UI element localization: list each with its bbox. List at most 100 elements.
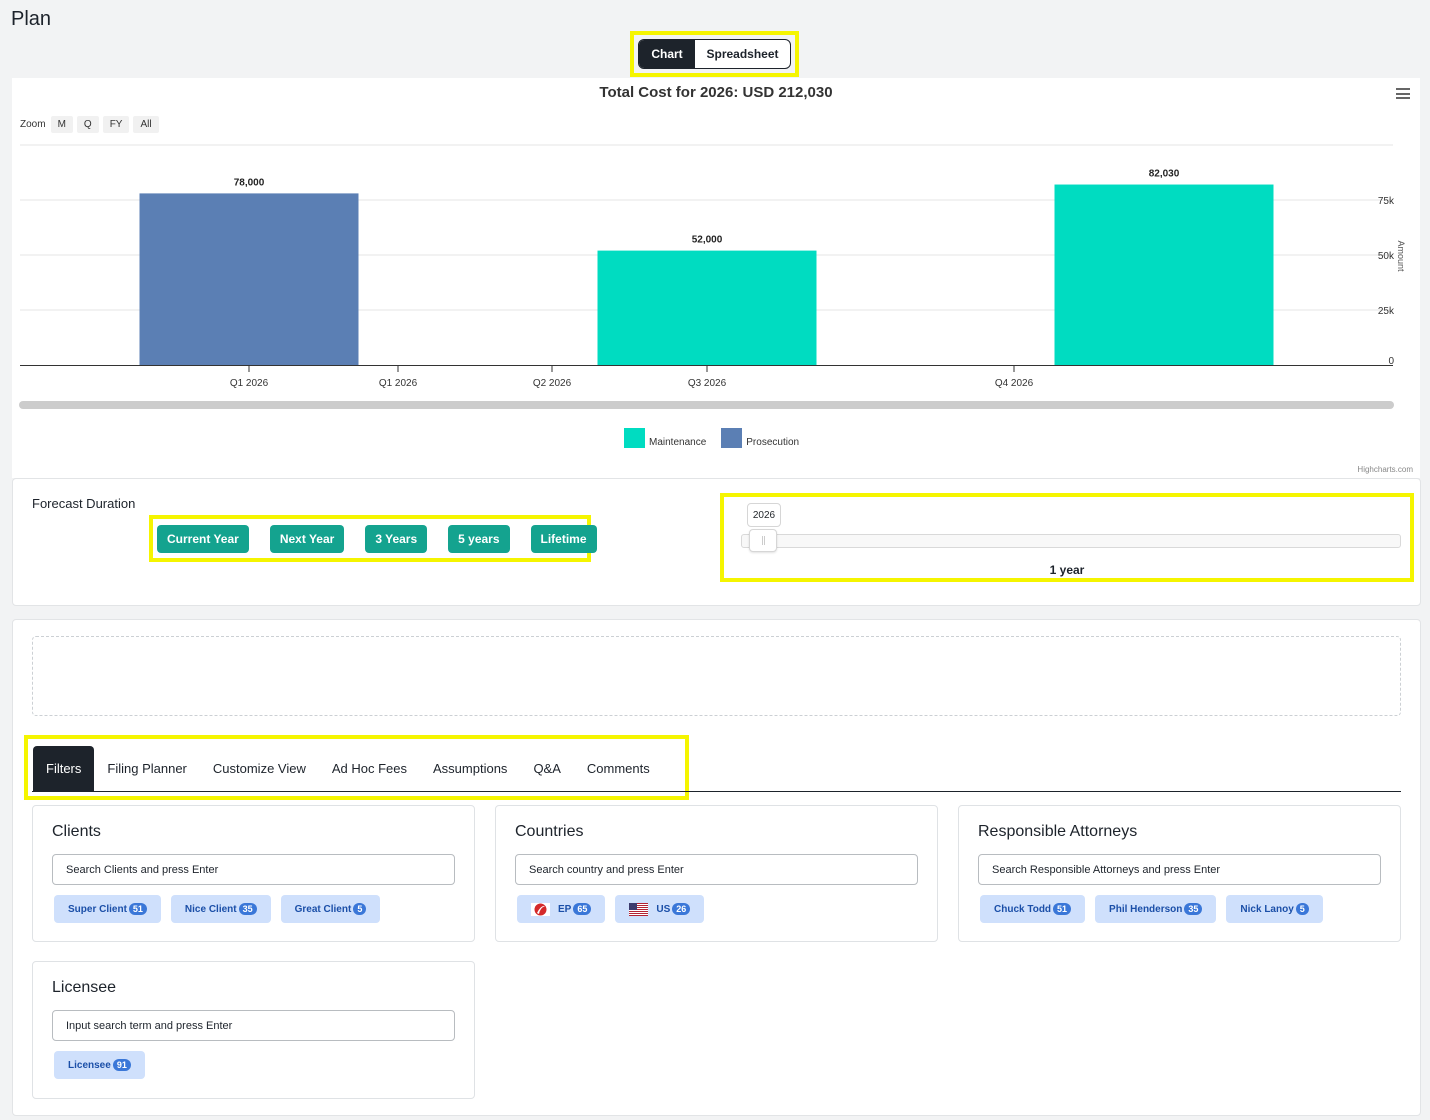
drop-zone — [32, 636, 1401, 716]
countries-chips: EP 65 US 26 — [517, 895, 714, 923]
client-chip[interactable]: Super Client 51 — [54, 895, 161, 923]
chip-count: 35 — [238, 903, 257, 915]
x-tick-label: Q4 2026 — [995, 378, 1034, 389]
y-tick-label: 0 — [1388, 356, 1394, 367]
chart-scrollbar[interactable] — [19, 401, 1394, 409]
hamburger-menu-icon[interactable] — [1396, 88, 1410, 100]
year-slider-highlight: 2026 1 year — [720, 493, 1414, 582]
zoom-all-button[interactable]: All — [133, 116, 159, 133]
chip-label: EP — [558, 903, 572, 915]
zoom-quarter-button[interactable]: Q — [76, 116, 99, 133]
tab-filters[interactable]: Filters — [33, 746, 95, 791]
bar-maintenance — [597, 250, 817, 365]
chip-count: 51 — [128, 903, 147, 915]
clients-title: Clients — [52, 823, 101, 840]
x-tick-label: Q1 2026 — [230, 378, 269, 389]
next-year-button[interactable]: Next Year — [269, 524, 345, 553]
licensee-search-input[interactable] — [52, 1010, 455, 1041]
chip-label: Nice Client — [184, 903, 237, 915]
attorneys-title: Responsible Attorneys — [978, 823, 1138, 840]
clients-chips: Super Client 51 Nice Client 35 Great Clien… — [54, 895, 390, 923]
tab-filing-planner[interactable]: Filing Planner — [107, 761, 187, 776]
attorney-chip[interactable]: Phil Henderson 35 — [1095, 895, 1217, 923]
grip-icon — [761, 536, 765, 545]
tab-qa[interactable]: Q&A — [533, 761, 561, 776]
attorney-chip[interactable]: Nick Lanoy 5 — [1226, 895, 1323, 923]
view-toggle: Chart Spreadsheet — [638, 39, 791, 69]
five-years-button[interactable]: 5 years — [448, 524, 510, 553]
y-tick-label: 50k — [1378, 251, 1395, 262]
x-tick-label: Q2 2026 — [533, 378, 572, 389]
year-slider-track[interactable] — [741, 534, 1401, 548]
client-chip[interactable]: Nice Client 35 — [170, 895, 271, 923]
tabs-highlight: Filters Filing Planner Customize View Ad… — [24, 735, 689, 800]
chart-view-button[interactable]: Chart — [639, 40, 695, 68]
clients-search-input[interactable] — [52, 854, 455, 885]
chip-count: 91 — [112, 1059, 131, 1071]
tab-ad-hoc-fees[interactable]: Ad Hoc Fees — [331, 761, 408, 776]
chip-label: Phil Henderson — [1109, 903, 1183, 915]
chip-label: US — [656, 903, 671, 915]
attorney-chip[interactable]: Chuck Todd 51 — [980, 895, 1086, 923]
country-chip-ep[interactable]: EP 65 — [517, 895, 606, 923]
forecast-buttons: Current Year Next Year 3 Years 5 years L… — [149, 515, 597, 562]
zoom-label: Zoom — [20, 119, 46, 130]
slider-caption: 1 year — [1049, 563, 1085, 577]
chart-credits[interactable]: Highcharts.com — [1357, 465, 1413, 474]
zoom-fiscal-year-button[interactable]: FY — [102, 116, 130, 133]
chip-label: Great Client — [294, 903, 352, 915]
chip-label: Super Client — [68, 903, 127, 915]
x-tick-label: Q1 2026 — [379, 378, 418, 389]
chip-count: 65 — [573, 903, 592, 915]
legend-swatch-maintenance — [624, 428, 645, 448]
current-year-button[interactable]: Current Year — [157, 524, 249, 553]
x-tick-label: Q3 2026 — [688, 378, 727, 389]
country-chip-us[interactable]: US 26 — [615, 895, 705, 923]
chip-count: 5 — [1295, 903, 1309, 915]
y-tick-label: 25k — [1378, 306, 1395, 317]
chip-count: 51 — [1053, 903, 1072, 915]
countries-search-input[interactable] — [515, 854, 918, 885]
chip-count: 35 — [1184, 903, 1203, 915]
tab-assumptions[interactable]: Assumptions — [433, 761, 508, 776]
legend-item-maintenance[interactable]: Maintenance — [624, 428, 706, 448]
zoom-month-button[interactable]: M — [50, 116, 73, 133]
chip-label: Licensee — [68, 1059, 111, 1071]
y-axis-title: Amount — [1396, 240, 1406, 272]
bar-data-label: 82,030 — [1149, 169, 1180, 180]
tab-comments[interactable]: Comments — [586, 761, 650, 776]
chart-panel: 0 25k 50k 75k Amount Q1 2026 Q1 2026 Q2 2026 Q3 … — [12, 78, 1420, 478]
three-years-button[interactable]: 3 Years — [365, 524, 428, 553]
lifetime-button[interactable]: Lifetime — [530, 524, 597, 553]
licensee-title: Licensee — [52, 979, 117, 996]
year-slider-handle[interactable] — [749, 529, 777, 552]
tab-customize-view[interactable]: Customize View — [212, 761, 306, 776]
legend-label-prosecution: Prosecution — [746, 437, 800, 448]
y-tick-label: 75k — [1378, 196, 1395, 207]
licensee-chip[interactable]: Licensee 91 — [54, 1051, 145, 1079]
slider-value-tooltip: 2026 — [747, 503, 781, 527]
chip-count: 5 — [353, 903, 367, 915]
view-toggle-highlight: Chart Spreadsheet — [630, 31, 799, 77]
licensee-chips: Licensee 91 — [54, 1051, 155, 1079]
ep-flag-icon — [531, 902, 550, 916]
client-chip[interactable]: Great Client 5 — [280, 895, 381, 923]
chip-label: Chuck Todd — [994, 903, 1052, 915]
chip-count: 26 — [672, 903, 691, 915]
attorneys-search-input[interactable] — [978, 854, 1381, 885]
chart-legend: Maintenance Prosecution — [624, 428, 814, 448]
spreadsheet-view-button[interactable]: Spreadsheet — [706, 47, 779, 61]
legend-item-prosecution[interactable]: Prosecution — [721, 428, 799, 448]
chip-label: Nick Lanoy — [1240, 903, 1294, 915]
attorneys-chips: Chuck Todd 51 Phil Henderson 35 Nick Lanoy… — [980, 895, 1333, 923]
bar-data-label: 52,000 — [692, 235, 723, 246]
us-flag-icon — [629, 902, 649, 916]
legend-swatch-prosecution — [721, 428, 743, 448]
countries-title: Countries — [515, 823, 584, 840]
cost-chart: 0 25k 50k 75k Amount Q1 2026 Q1 2026 Q2 2026 Q3 … — [19, 144, 1406, 409]
page-title: Plan — [11, 8, 52, 30]
tabs-underline — [32, 791, 1401, 792]
